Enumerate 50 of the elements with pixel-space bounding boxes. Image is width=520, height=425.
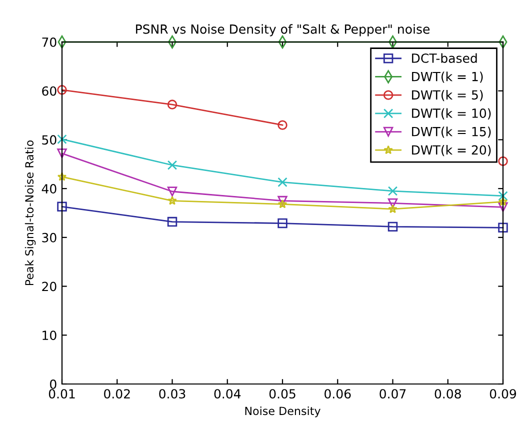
point <box>278 120 288 130</box>
point <box>278 177 288 188</box>
point <box>388 204 398 214</box>
x-tick-label: 0.08 <box>434 389 461 399</box>
y-tick-label: 0 <box>50 379 56 389</box>
point <box>498 191 508 201</box>
legend-label: DWT(k = 1) <box>412 72 483 83</box>
y-tick-label: 20 <box>42 282 56 292</box>
x-tick-label: 0.07 <box>380 389 406 399</box>
point <box>388 186 398 196</box>
x-axis-title: Noise Density <box>245 406 320 418</box>
x-tick-label: 0.09 <box>490 389 516 399</box>
y-tick-label: 70 <box>42 37 56 47</box>
legend-label: DWT(k = 15) <box>412 126 491 138</box>
point <box>57 148 67 158</box>
legend-label: DCT-based <box>412 53 477 63</box>
x-tick-label: 0.06 <box>324 389 351 399</box>
y-tick-label: 50 <box>42 135 56 145</box>
point <box>167 160 178 170</box>
x-tick-label: 0.04 <box>214 389 241 399</box>
point <box>167 216 178 227</box>
point <box>168 196 177 205</box>
point <box>278 199 288 208</box>
chart-title: PSNR vs Noise Density of "Salt & Pepper" noise <box>136 24 430 36</box>
point <box>278 196 288 206</box>
point <box>388 198 398 208</box>
point <box>498 202 508 212</box>
y-tick-label: 10 <box>42 330 56 340</box>
point <box>388 222 398 232</box>
x-tick-label: 0.01 <box>48 389 75 399</box>
point <box>498 196 508 206</box>
x-tick-label: 0.05 <box>269 389 296 399</box>
y-axis-title: Peak Signal-to-Noise Ratio <box>24 140 36 286</box>
y-tick-label: 30 <box>42 232 56 242</box>
y-tick-label: 60 <box>42 86 56 96</box>
legend-label: DWT(k = 10) <box>412 108 491 120</box>
point <box>278 218 288 228</box>
point <box>167 100 178 110</box>
point <box>57 202 67 212</box>
legend-label: DWT(k = 20) <box>412 144 491 156</box>
legend-label: DWT(k = 5) <box>412 90 483 102</box>
point <box>57 134 67 144</box>
point <box>498 156 508 166</box>
point <box>57 172 67 181</box>
point <box>57 85 67 95</box>
x-tick-label: 0.02 <box>104 389 130 399</box>
point <box>167 186 178 196</box>
y-tick-label: 40 <box>42 184 56 194</box>
x-tick-label: 0.03 <box>159 389 186 399</box>
point <box>498 222 508 233</box>
